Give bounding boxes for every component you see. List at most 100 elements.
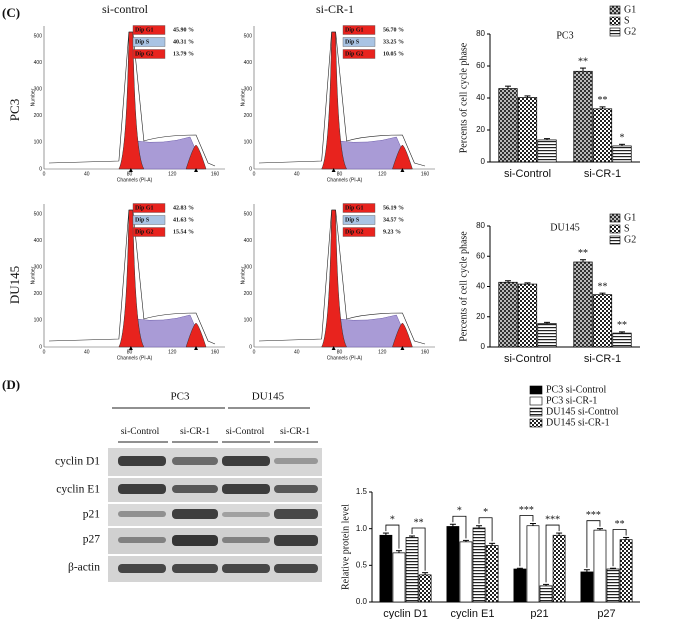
legend-label: S (624, 223, 630, 234)
x-tick-label: 160 (421, 171, 430, 177)
error-bar (599, 292, 606, 295)
lane-label: si-Control (226, 427, 265, 437)
y-tick-label: 200 (34, 291, 43, 297)
y-axis-label: Number (30, 266, 36, 284)
error-bar (395, 550, 402, 553)
band (118, 484, 166, 494)
legend-swatch (132, 37, 166, 47)
legend-label: DU145 si-Control (546, 406, 619, 417)
y-tick-label: 20 (476, 312, 485, 321)
y-tick-label: 20 (476, 125, 485, 134)
legend-swatch (132, 25, 166, 35)
legend-value: 56.70 % (383, 27, 404, 33)
y-tick-label: 1.5 (356, 487, 368, 496)
x-tick-label: 80 (337, 349, 343, 355)
x-tick-label: 160 (211, 349, 220, 355)
legend-value: 41.63 % (173, 217, 194, 223)
x-tick-label: 120 (168, 349, 177, 355)
error-bar (476, 525, 483, 528)
y-tick-label: 300 (244, 265, 253, 271)
y-tick-label: 0.0 (356, 597, 368, 606)
legend-label: G1 (624, 4, 636, 15)
y-tick-label: 0.5 (356, 560, 368, 569)
gate-marker (128, 168, 133, 172)
significance: ** (617, 320, 627, 331)
y-tick-label: 500 (244, 211, 253, 217)
legend-swatch (132, 203, 166, 213)
legend-label: PC3 si-CR-1 (546, 395, 597, 406)
y-tick-label: 200 (244, 291, 253, 297)
significance: ** (578, 248, 588, 259)
legend-swatch (132, 215, 166, 225)
x-tick-label: cyclin D1 (383, 608, 428, 619)
gate-marker (194, 346, 199, 350)
histogram-outline (258, 31, 426, 167)
x-tick-label: si-CR-1 (584, 353, 621, 365)
gate-marker (331, 346, 336, 350)
legend-value: 15.54 % (173, 229, 194, 235)
histogram-outline (48, 31, 216, 167)
significance-bracket (519, 515, 534, 567)
bar (539, 585, 553, 603)
bar (612, 332, 632, 348)
error-bar (580, 67, 586, 72)
y-tick-label: 40 (476, 93, 485, 102)
legend-swatch (609, 16, 621, 26)
band (118, 564, 166, 573)
bar (573, 261, 593, 348)
legend-label: Dip S (345, 217, 360, 223)
bar (379, 534, 393, 603)
bar (537, 323, 557, 348)
significance: *** (519, 505, 534, 516)
legend-label: Dip S (135, 217, 150, 223)
y-axis-label: Percents of cell cycle phase (458, 42, 469, 153)
y-tick-label: 0 (39, 344, 42, 350)
y-axis-label: Number (30, 88, 36, 106)
x-tick-label: 40 (294, 349, 300, 355)
y-tick-label: 100 (244, 318, 253, 324)
bar (472, 527, 486, 603)
legend-value: 33.25 % (383, 39, 404, 45)
western-blot: PC3 DU145 si-Control si-CR-1 si-Control … (55, 391, 322, 582)
error-bar (599, 106, 606, 109)
band (118, 456, 166, 466)
legend-value: 45.90 % (173, 27, 194, 33)
x-tick-label: 0 (43, 171, 46, 177)
y-tick-label: 1.0 (356, 524, 368, 533)
gate-marker (331, 168, 336, 172)
g2-peak (392, 144, 413, 170)
y-tick-label: 500 (34, 211, 43, 217)
legend-label: Dip G2 (345, 229, 364, 235)
y-tick-label: 400 (34, 238, 43, 244)
y-tick-label: 60 (476, 251, 485, 260)
g2-peak (392, 322, 413, 348)
blot-group: PC3 (171, 391, 190, 403)
y-tick-label: 0 (249, 344, 252, 350)
band (172, 535, 218, 546)
legend-swatch (529, 396, 543, 406)
significance: * (483, 507, 488, 518)
x-tick-label: 80 (127, 171, 133, 177)
error-bar (382, 532, 389, 536)
error-bar (619, 331, 625, 334)
legend-label: Dip S (345, 39, 360, 45)
legend-swatch (609, 224, 621, 234)
error-bar (422, 572, 429, 575)
g2-peak (185, 144, 207, 170)
legend-label: S (624, 15, 630, 26)
significance: ** (414, 517, 424, 528)
band (172, 564, 218, 573)
x-tick-label: 0 (253, 349, 256, 355)
y-axis-label: Relative protein level (340, 504, 351, 590)
legend-swatch (342, 37, 376, 47)
y-tick-label: 400 (244, 238, 253, 244)
legend-label: PC3 si-Control (546, 384, 607, 395)
significance-bracket (385, 524, 400, 549)
x-axis-label: Channels (PI-A) (327, 177, 363, 183)
significance: *** (545, 514, 560, 525)
legend-label: Dip G1 (135, 27, 154, 33)
bar (485, 545, 499, 603)
gate-marker (128, 346, 133, 350)
x-tick-label: 120 (378, 171, 387, 177)
y-tick-label: 60 (476, 61, 485, 70)
